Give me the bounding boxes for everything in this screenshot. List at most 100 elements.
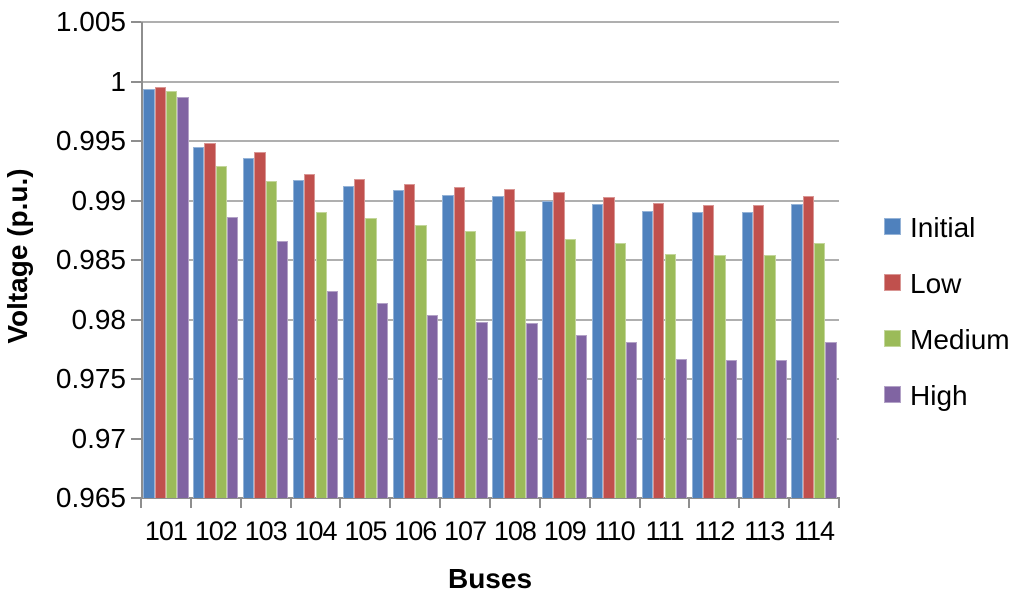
bar-initial-102 (193, 146, 205, 498)
y-tick-mark (131, 378, 141, 380)
y-tick-label: 0.97 (71, 422, 127, 454)
y-tick-mark (131, 437, 141, 440)
x-tick-mark (838, 498, 840, 508)
bar-low-103 (254, 151, 266, 498)
y-tick-label: 0.98 (71, 303, 127, 335)
bar-initial-114 (791, 204, 803, 498)
x-tick-mark (389, 498, 392, 508)
x-tick-mark (588, 498, 591, 508)
legend-label: Initial (910, 212, 976, 243)
bar-low-113 (752, 205, 765, 498)
bar-low-106 (403, 183, 416, 498)
bar-high-102 (227, 217, 239, 498)
bar-high-110 (625, 342, 638, 498)
bar-high-114 (825, 342, 837, 498)
y-tick-label: 0.99 (71, 184, 127, 216)
x-tick-mark (738, 498, 741, 508)
y-tick-label: 0.995 (55, 125, 126, 156)
gridline (141, 21, 839, 23)
x-tick-label: 112 (694, 516, 735, 546)
y-tick-label: 1.005 (55, 6, 126, 37)
bar-low-111 (653, 202, 665, 498)
x-tick-mark (189, 498, 192, 508)
bar-medium-113 (764, 255, 776, 498)
gridline (141, 199, 839, 202)
bar-medium-101 (165, 91, 178, 498)
bar-high-103 (276, 240, 289, 498)
x-tick-label: 101 (144, 516, 188, 546)
gridline (141, 378, 839, 380)
x-tick-mark (638, 498, 641, 508)
x-tick-label: 109 (543, 516, 587, 546)
x-tick-label: 103 (244, 516, 288, 546)
x-tick-label: 108 (493, 516, 537, 546)
y-tick-label: 1 (110, 65, 126, 97)
bar-initial-106 (392, 189, 404, 498)
bar-medium-114 (814, 243, 826, 498)
bar-initial-101 (143, 88, 155, 498)
bar-high-112 (725, 359, 737, 498)
x-tick-label: 113 (744, 516, 785, 546)
x-tick-label: 102 (194, 516, 238, 546)
y-tick-mark (131, 199, 141, 202)
bar-medium-109 (564, 238, 577, 498)
bar-initial-111 (641, 211, 654, 498)
x-tick-label: 111 (645, 516, 684, 546)
legend-swatch-high (884, 386, 901, 403)
bar-initial-104 (292, 180, 305, 498)
x-tick-mark (489, 498, 491, 508)
bar-initial-109 (542, 200, 554, 498)
bar-low-107 (453, 187, 466, 498)
bar-low-112 (703, 205, 715, 498)
bar-initial-107 (442, 194, 454, 498)
bar-high-109 (576, 334, 588, 498)
x-tick-label: 114 (794, 516, 835, 546)
bar-high-111 (675, 358, 688, 498)
y-tick-mark (131, 259, 141, 261)
bar-medium-111 (664, 254, 676, 498)
x-tick-mark (289, 498, 292, 508)
x-tick-mark (788, 498, 791, 508)
bar-low-105 (354, 179, 366, 498)
y-tick-mark (131, 21, 141, 23)
bar-medium-106 (415, 225, 427, 498)
x-tick-mark (239, 498, 242, 508)
bar-medium-103 (265, 181, 277, 498)
bar-initial-103 (243, 157, 255, 498)
bar-high-113 (775, 359, 787, 498)
y-tick-label: 0.975 (55, 363, 126, 394)
legend-swatch-medium (884, 330, 901, 347)
bar-low-110 (603, 196, 615, 498)
legend-swatch-low (884, 274, 901, 291)
x-tick-mark (439, 498, 442, 508)
bar-initial-108 (492, 195, 504, 498)
bar-medium-102 (215, 165, 228, 498)
bar-initial-113 (741, 212, 753, 498)
x-axis-title: Buses (447, 563, 533, 594)
bar-high-101 (177, 96, 189, 498)
x-tick-mark (688, 498, 691, 508)
legend-swatch-initial (884, 218, 901, 235)
bar-high-107 (476, 321, 488, 498)
bar-low-108 (503, 188, 515, 498)
x-tick-mark (538, 498, 541, 508)
y-tick-mark (131, 140, 141, 142)
bar-high-108 (526, 323, 538, 498)
bar-initial-110 (592, 204, 604, 498)
bar-low-104 (304, 174, 316, 498)
x-tick-label: 104 (294, 516, 337, 546)
bar-medium-112 (714, 255, 726, 498)
x-tick-label: 107 (444, 516, 487, 546)
bar-medium-104 (315, 212, 327, 498)
bar-medium-108 (514, 231, 527, 498)
y-tick-mark (131, 80, 141, 83)
x-tick-label: 106 (394, 516, 437, 546)
bar-high-106 (426, 314, 438, 498)
bar-low-114 (802, 195, 815, 498)
bar-low-109 (553, 192, 565, 498)
bar-high-105 (376, 302, 388, 498)
bar-initial-105 (342, 186, 355, 498)
legend-label: Medium (910, 324, 1010, 355)
x-tick-label: 110 (594, 516, 636, 546)
